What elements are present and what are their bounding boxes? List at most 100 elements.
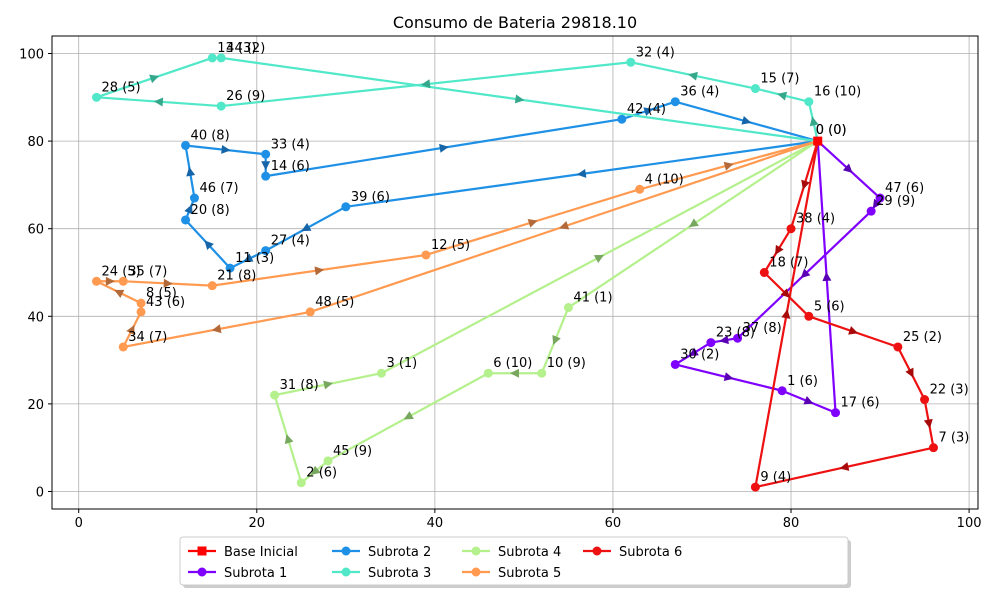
x-tick-label: 100 (957, 516, 982, 531)
point-label: 44 (2) (226, 41, 265, 56)
point-label: 15 (7) (760, 72, 799, 87)
direction-arrow (688, 347, 699, 357)
point-label: 34 (7) (128, 330, 167, 345)
direction-arrow (163, 278, 173, 288)
point-label: 47 (6) (885, 181, 924, 196)
direction-arrow (822, 271, 832, 282)
point-label: 28 (5) (102, 80, 141, 95)
point-label: 1 (6) (787, 374, 818, 389)
point-label: 21 (8) (217, 269, 256, 284)
route-point (181, 215, 191, 225)
point-labels: 47 (6)29 (9) 37 (8)23 (8) 30 (2) 1 (6) 17 (6… (102, 41, 970, 485)
point-label: 22 (3) (930, 383, 969, 398)
route-point (136, 307, 146, 317)
grid (52, 36, 978, 509)
point-label: 29 (9) (876, 194, 915, 209)
direction-arrow (741, 115, 752, 125)
axes: 0 20 40 60 80 100 0 20 40 60 80 100 (19, 35, 982, 531)
direction-arrow (923, 418, 933, 429)
route-point (296, 478, 306, 488)
point-label: 46 (7) (199, 181, 238, 196)
point-label: 38 (4) (796, 212, 835, 227)
legend-swatch-marker (592, 546, 602, 556)
direction-arrow (688, 71, 698, 81)
point-label: 33 (4) (271, 137, 310, 152)
route-point (323, 456, 333, 466)
point-label: 8 (5) (146, 286, 177, 301)
point-label: 32 (4) (636, 45, 675, 60)
legend-label: Subrota 4 (498, 545, 561, 560)
direction-arrow (723, 372, 734, 382)
point-label: 41 (1) (573, 291, 612, 306)
direction-arrow (593, 254, 605, 264)
point-label: 37 (8) (743, 321, 782, 336)
point-label: 48 (5) (315, 295, 354, 310)
route-point (261, 171, 271, 181)
legend-label: Subrota 2 (368, 545, 431, 560)
route-point (118, 342, 128, 352)
point-label: 18 (7) (769, 256, 808, 271)
route-point (626, 57, 636, 67)
point-label: 6 (10) (493, 356, 532, 371)
route-point (225, 263, 235, 273)
legend: Base Inicial Subrota 1 Subrota 2 Subrota 3 S… (179, 536, 851, 588)
base-label: 0 (0) (816, 123, 847, 138)
point-label: 16 (10) (814, 85, 861, 100)
base-marker (813, 136, 823, 146)
base-label: 0 (0) (816, 123, 847, 138)
route-point (216, 101, 226, 111)
x-tick-label: 40 (427, 516, 444, 531)
legend-swatch-marker (341, 567, 351, 577)
route-point (866, 206, 876, 216)
point-label: 42 (4) (627, 102, 666, 117)
legend-label: Subrota 3 (368, 566, 431, 581)
route-point (670, 97, 680, 107)
route-point (733, 333, 743, 343)
plot-frame (51, 35, 979, 510)
direction-arrow (184, 204, 193, 215)
direction-arrow (204, 240, 214, 251)
point-label: 2 (6) (306, 466, 337, 481)
series-subrota-6 (750, 140, 938, 492)
point-label: 12 (5) (431, 238, 470, 253)
point-label: 35 (7) (128, 264, 167, 279)
direction-arrow (848, 326, 859, 335)
point-label: 26 (9) (226, 89, 265, 104)
direction-arrow (777, 91, 788, 101)
legend-swatch-marker (471, 567, 481, 577)
series-layer (92, 53, 938, 492)
x-tick-label: 0 (75, 516, 83, 531)
direction-arrow (323, 380, 333, 390)
legend-label: Subrota 5 (498, 566, 561, 581)
point-label: 27 (4) (271, 234, 310, 249)
route-point (181, 140, 191, 150)
route-point (136, 298, 146, 308)
direction-arrow (420, 79, 431, 89)
y-tick-label: 40 (27, 310, 44, 325)
direction-arrow (105, 276, 115, 286)
direction-arrow (510, 368, 519, 378)
direction-arrow (775, 244, 784, 255)
route-point (118, 276, 128, 286)
y-tick-label: 60 (27, 223, 44, 238)
route-point (563, 303, 573, 313)
point-label: 45 (9) (333, 444, 372, 459)
point-label: 3 (1) (386, 356, 417, 371)
direction-arrow (301, 222, 312, 232)
point-label: 13 (3) (217, 41, 256, 56)
legend-label: Subrota 1 (224, 566, 287, 581)
route-point (617, 114, 627, 124)
chart-title: Consumo de Bateria 29818.10 (393, 13, 637, 32)
direction-arrow (114, 289, 125, 299)
direction-arrow (809, 116, 819, 127)
direction-arrow (719, 335, 729, 345)
route-point (759, 268, 769, 277)
route-point (804, 97, 814, 107)
route-point (920, 395, 930, 405)
direction-arrow (781, 309, 791, 319)
direction-arrow (284, 434, 294, 445)
point-label: 10 (9) (547, 356, 586, 371)
direction-arrow (803, 396, 814, 405)
direction-arrow (723, 161, 734, 171)
